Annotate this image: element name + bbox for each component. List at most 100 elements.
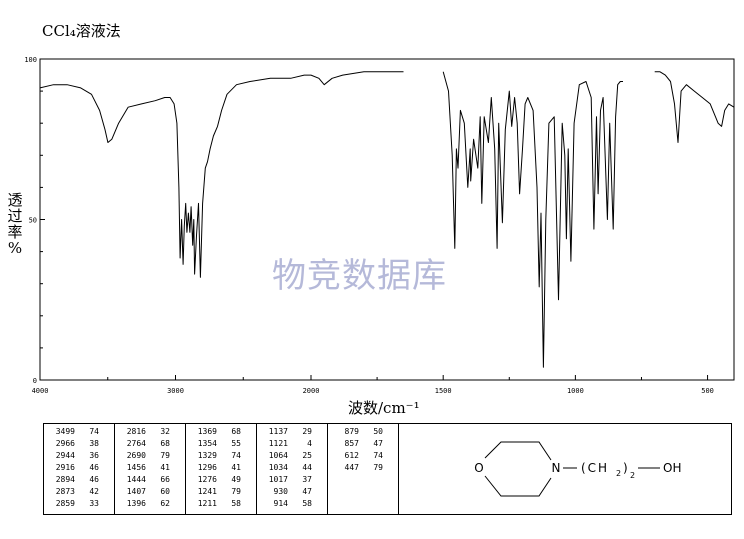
- peak-wavenumber: 1211: [197, 499, 217, 508]
- peak-wavenumber: 1121: [268, 439, 288, 448]
- peak-column: [328, 424, 399, 514]
- peak-transmittance: 36: [89, 451, 99, 460]
- spectrum-segment-2: [442, 71, 623, 368]
- solvent-label: CCl₄溶液法: [42, 22, 121, 40]
- peak-row: 447 79: [332, 463, 383, 473]
- peak-transmittance: 41: [231, 463, 241, 472]
- ring-oxygen-label: O: [474, 461, 483, 475]
- peak-row: 1369 68: [190, 427, 241, 437]
- peak-wavenumber: 1444: [126, 475, 146, 484]
- peak-row: 1329 74: [190, 451, 241, 461]
- peak-transmittance: 74: [89, 427, 99, 436]
- peak-transmittance: 74: [231, 451, 241, 460]
- peak-row: 1064 25: [261, 451, 312, 461]
- peak-wavenumber: 1329: [197, 451, 217, 460]
- spectrum-curves: [39, 71, 735, 368]
- peak-row: 1121 4: [261, 439, 312, 449]
- peak-wavenumber: 1276: [197, 475, 217, 484]
- y-tick-label: 100: [24, 56, 37, 64]
- peak-transmittance: 47: [302, 487, 312, 496]
- peak-row: 2764 68: [119, 439, 170, 449]
- y-tick-label: 50: [29, 217, 37, 225]
- ir-spectrum-chart: 4000 3000 2000 1500 1000 500 0 50 100: [24, 56, 735, 395]
- peak-transmittance: 4: [307, 439, 312, 448]
- chain-label: (CH: [581, 461, 609, 475]
- peak-transmittance: 46: [89, 475, 99, 484]
- peak-wavenumber: 1296: [197, 463, 217, 472]
- peak-wavenumber: 2764: [126, 439, 146, 448]
- peak-row: 3499 74: [48, 427, 99, 437]
- peak-wavenumber: 1396: [126, 499, 146, 508]
- x-tick-label: 4000: [32, 387, 49, 395]
- peak-row: 2859 33: [48, 499, 99, 509]
- peak-column: [257, 424, 328, 514]
- x-tick-label: 1000: [567, 387, 584, 395]
- hydroxyl-label: OH: [663, 461, 681, 475]
- molecule-structure: O N (CH 2)2 OH: [474, 441, 681, 497]
- peak-wavenumber: 1017: [268, 475, 288, 484]
- peak-transmittance: 62: [160, 499, 170, 508]
- y-axis-label: 透过率%: [7, 191, 23, 257]
- peak-wavenumber: 2944: [55, 451, 75, 460]
- peak-row: 2690 79: [119, 451, 170, 461]
- peak-table: 3499 74 2966 38 2944 36 2916 46 2894 46 2873 42 2859…: [43, 423, 732, 515]
- peak-wavenumber: 612: [344, 451, 359, 460]
- peak-wavenumber: 914: [273, 499, 288, 508]
- chain-subscript: 2: [616, 469, 621, 478]
- peak-wavenumber: 2873: [55, 487, 75, 496]
- peak-transmittance: 60: [160, 487, 170, 496]
- peak-transmittance: 29: [302, 427, 312, 436]
- peak-row: 1276 49: [190, 475, 241, 485]
- axis-tick-labels: 4000 3000 2000 1500 1000 500 0 50 100: [24, 56, 714, 395]
- peak-transmittance: 74: [373, 451, 383, 460]
- peak-transmittance: 32: [160, 427, 170, 436]
- peak-transmittance: 38: [89, 439, 99, 448]
- peak-row: 1354 55: [190, 439, 241, 449]
- peak-wavenumber: 1241: [197, 487, 217, 496]
- peak-row: 1034 44: [261, 463, 312, 473]
- peak-wavenumber: 1456: [126, 463, 146, 472]
- peak-column: [44, 424, 115, 514]
- peak-transmittance: 25: [302, 451, 312, 460]
- peak-row: 1241 79: [190, 487, 241, 497]
- peak-wavenumber: 2916: [55, 463, 75, 472]
- peak-row: 1407 60: [119, 487, 170, 497]
- peak-transmittance: 58: [302, 499, 312, 508]
- peak-transmittance: 41: [160, 463, 170, 472]
- peak-wavenumber: 1407: [126, 487, 146, 496]
- peak-transmittance: 79: [231, 487, 241, 496]
- peak-row: 930 47: [261, 487, 312, 497]
- peak-row: 2944 36: [48, 451, 99, 461]
- peak-wavenumber: 447: [344, 463, 359, 472]
- peak-row: 1137 29: [261, 427, 312, 437]
- x-tick-label: 500: [701, 387, 714, 395]
- peak-wavenumber: 2816: [126, 427, 146, 436]
- peak-row: 612 74: [332, 451, 383, 461]
- chain-count: 2: [630, 471, 635, 480]
- peak-wavenumber: 2894: [55, 475, 75, 484]
- peak-row: 1396 62: [119, 499, 170, 509]
- x-tick-label: 2000: [303, 387, 320, 395]
- peak-transmittance: 68: [231, 427, 241, 436]
- peak-transmittance: 47: [373, 439, 383, 448]
- peak-row: 1444 66: [119, 475, 170, 485]
- ring-bond-top: [484, 441, 552, 461]
- nitrogen-label: N: [552, 461, 561, 475]
- x-tick-label: 1500: [435, 387, 452, 395]
- peak-transmittance: 66: [160, 475, 170, 484]
- peak-transmittance: 37: [302, 475, 312, 484]
- peak-row: 2816 32: [119, 427, 170, 437]
- peak-transmittance: 68: [160, 439, 170, 448]
- peak-transmittance: 46: [89, 463, 99, 472]
- peak-transmittance: 79: [373, 463, 383, 472]
- x-tick-label: 3000: [167, 387, 184, 395]
- peak-row: 2916 46: [48, 463, 99, 473]
- peak-wavenumber: 2859: [55, 499, 75, 508]
- peak-transmittance: 79: [160, 451, 170, 460]
- peak-transmittance: 50: [373, 427, 383, 436]
- y-tick-label: 0: [33, 377, 37, 385]
- peak-transmittance: 49: [231, 475, 241, 484]
- peak-wavenumber: 1064: [268, 451, 288, 460]
- peak-wavenumber: 2966: [55, 439, 75, 448]
- axis-ticks: [39, 58, 709, 381]
